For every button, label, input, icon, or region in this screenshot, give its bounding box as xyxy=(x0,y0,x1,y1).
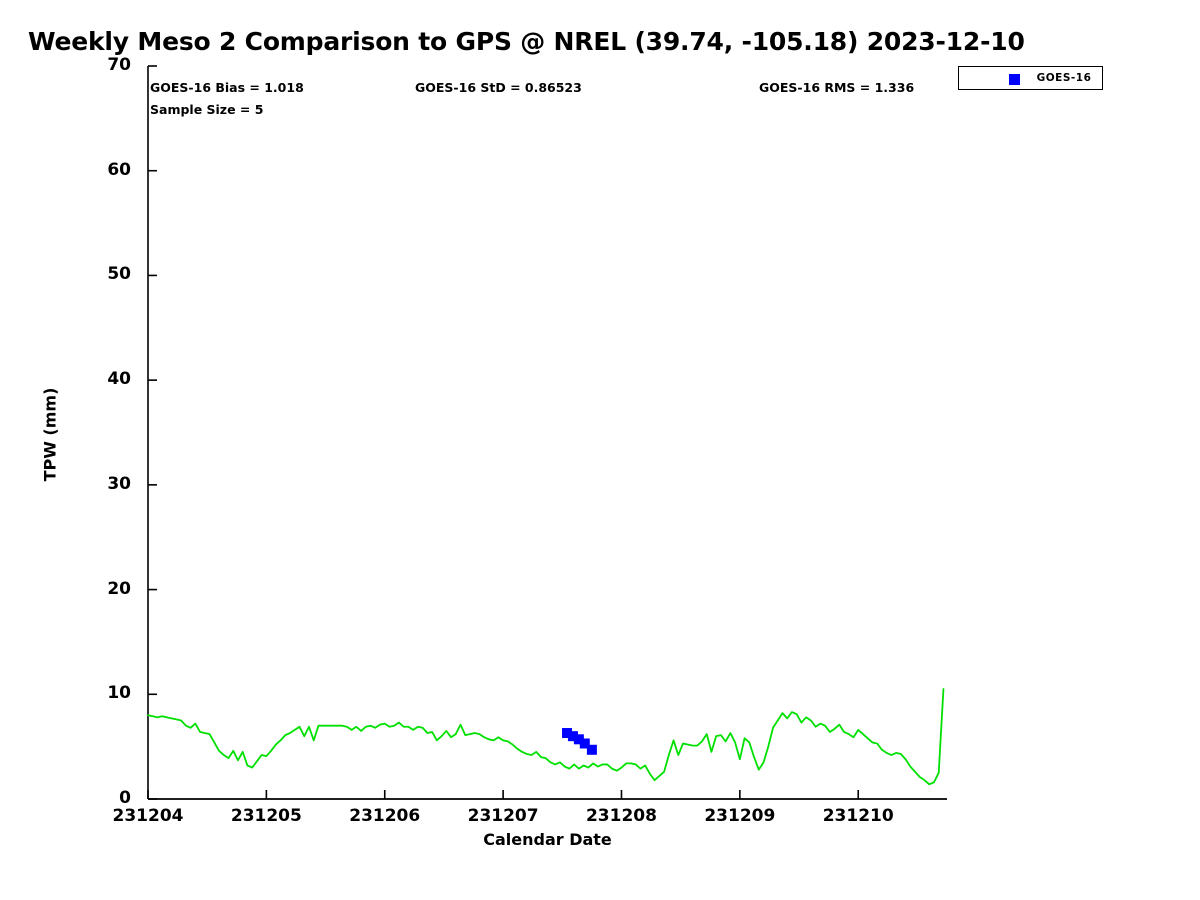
page-title: Weekly Meso 2 Comparison to GPS @ NREL (… xyxy=(28,27,1025,56)
legend-label-goes16: GOES-16 xyxy=(1036,72,1092,84)
data-point-goes-16 xyxy=(579,738,590,749)
y-tick-label: 20 xyxy=(107,578,131,599)
y-tick-label: 70 xyxy=(107,55,131,75)
y-tick-label: 50 xyxy=(107,264,131,285)
data-point-goes-16 xyxy=(567,731,578,742)
data-series xyxy=(147,688,945,786)
y-tick-label: 60 xyxy=(107,159,131,180)
stat-std: GOES-16 StD = 0.86523 xyxy=(415,80,582,95)
data-point-goes-16 xyxy=(586,744,597,755)
stat-bias: GOES-16 Bias = 1.018 xyxy=(150,80,304,95)
x-tick-label: 231209 xyxy=(704,806,776,826)
x-tick-label: 231206 xyxy=(349,806,421,826)
y-tick-label: 0 xyxy=(119,788,131,808)
axis-ticks xyxy=(147,65,860,800)
x-tick-label: 231207 xyxy=(467,806,539,826)
legend-swatch-goes16 xyxy=(1009,74,1020,85)
x-tick-label: 231210 xyxy=(822,806,894,826)
x-axis-label: Calendar Date xyxy=(483,830,612,849)
series-line-gps xyxy=(147,688,945,786)
y-tick-label: 10 xyxy=(107,683,131,704)
stat-rms: GOES-16 RMS = 1.336 xyxy=(759,80,915,95)
x-tick-label: 231204 xyxy=(112,806,184,826)
x-tick-label: 231205 xyxy=(230,806,302,826)
stat-sample-size: Sample Size = 5 xyxy=(150,102,264,117)
y-tick-label: 40 xyxy=(107,369,131,390)
y-tick-label: 30 xyxy=(107,473,131,494)
data-point-goes-16 xyxy=(573,734,584,745)
data-point-goes-16 xyxy=(562,728,573,739)
legend: GOES-16 xyxy=(958,66,1103,90)
axes xyxy=(147,66,947,800)
x-tick-label: 231208 xyxy=(585,806,657,826)
